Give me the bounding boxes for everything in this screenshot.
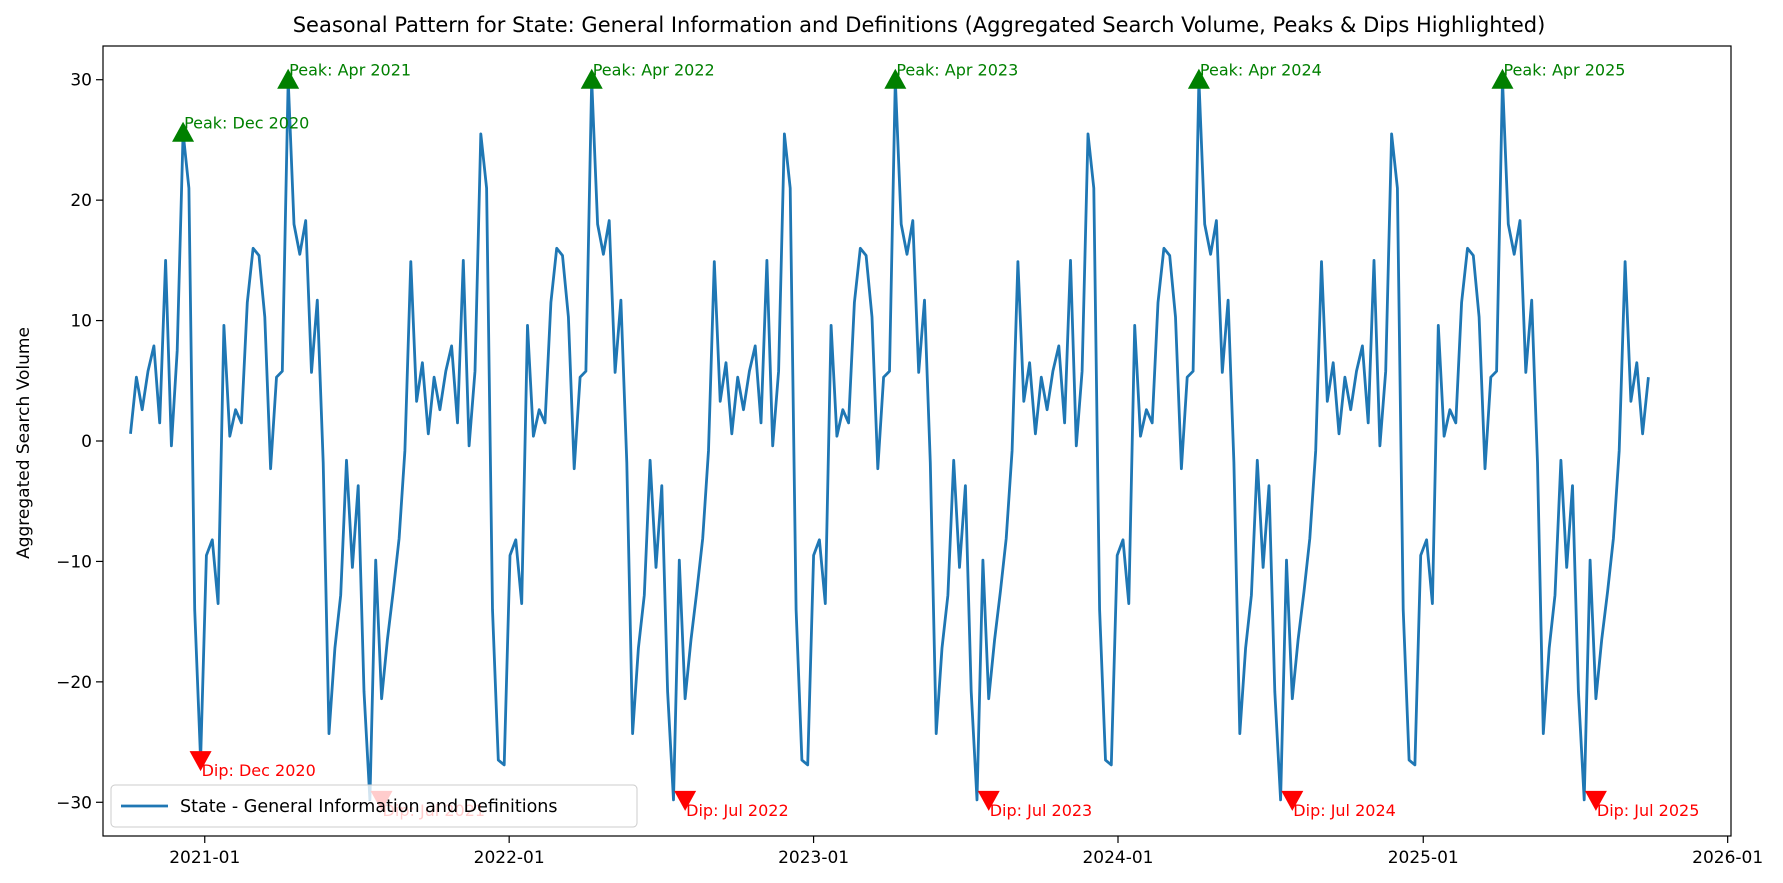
peak-marker <box>172 121 195 142</box>
dip-marker <box>977 790 1000 811</box>
y-tick-label: 30 <box>70 71 92 91</box>
dip-marker <box>1281 790 1304 811</box>
chart-title: Seasonal Pattern for State: General Info… <box>293 13 1546 37</box>
x-tick-label: 2025-01 <box>1388 848 1459 868</box>
legend-label: State - General Information and Definiti… <box>180 797 558 817</box>
x-tick-label: 2022-01 <box>474 848 545 868</box>
peak-label: Peak: Apr 2021 <box>289 61 411 80</box>
y-tick-label: −30 <box>56 793 92 813</box>
dip-marker <box>674 790 697 811</box>
dip-marker <box>1584 790 1607 811</box>
peak-marker <box>1187 68 1210 89</box>
legend-box <box>110 784 638 828</box>
peak-label: Peak: Apr 2022 <box>593 61 715 80</box>
x-axis: 2021-01 2022-01 2023-01 2024-01 2025-01 2026-… <box>169 836 1763 868</box>
y-tick-label: −20 <box>56 673 92 693</box>
x-tick-label: 2026-01 <box>1692 848 1763 868</box>
y-tick-label: 0 <box>81 432 92 452</box>
peak-marker <box>277 68 300 89</box>
peak-label: Peak: Dec 2020 <box>184 114 309 133</box>
dip-label: Dip: Jul 2025 <box>1597 801 1700 820</box>
dip-label: Dip: Dec 2020 <box>202 761 316 780</box>
peak-marker <box>1491 68 1514 89</box>
dip-label: Dip: Jul 2023 <box>990 801 1093 820</box>
series-line <box>129 78 1650 802</box>
legend: State - General Information and Definiti… <box>110 784 638 828</box>
peak-marker <box>884 68 907 89</box>
peak-marker <box>580 68 603 89</box>
dip-label: Dip: Jul 2022 <box>686 801 789 820</box>
y-axis-label: Aggregated Search Volume <box>14 327 34 559</box>
dip-marker <box>189 751 212 772</box>
y-tick-label: 20 <box>70 191 92 211</box>
annotations: Peak: Dec 2020 Peak: Apr 2021 Peak: Apr 20… <box>172 61 1699 820</box>
y-tick-label: 10 <box>70 312 92 332</box>
plot-frame <box>102 45 1732 837</box>
peak-label: Peak: Apr 2025 <box>1503 61 1625 80</box>
x-tick-label: 2021-01 <box>169 848 240 868</box>
dip-label: Dip: Jul 2024 <box>1293 801 1396 820</box>
y-tick-label: −10 <box>56 552 92 572</box>
peak-label: Peak: Apr 2024 <box>1200 61 1322 80</box>
x-tick-label: 2023-01 <box>778 848 849 868</box>
plot-area <box>129 78 1650 802</box>
y-axis: 30 20 10 0 −10 −20 −30 <box>56 71 103 813</box>
x-tick-label: 2024-01 <box>1082 848 1153 868</box>
peak-label: Peak: Apr 2023 <box>896 61 1018 80</box>
